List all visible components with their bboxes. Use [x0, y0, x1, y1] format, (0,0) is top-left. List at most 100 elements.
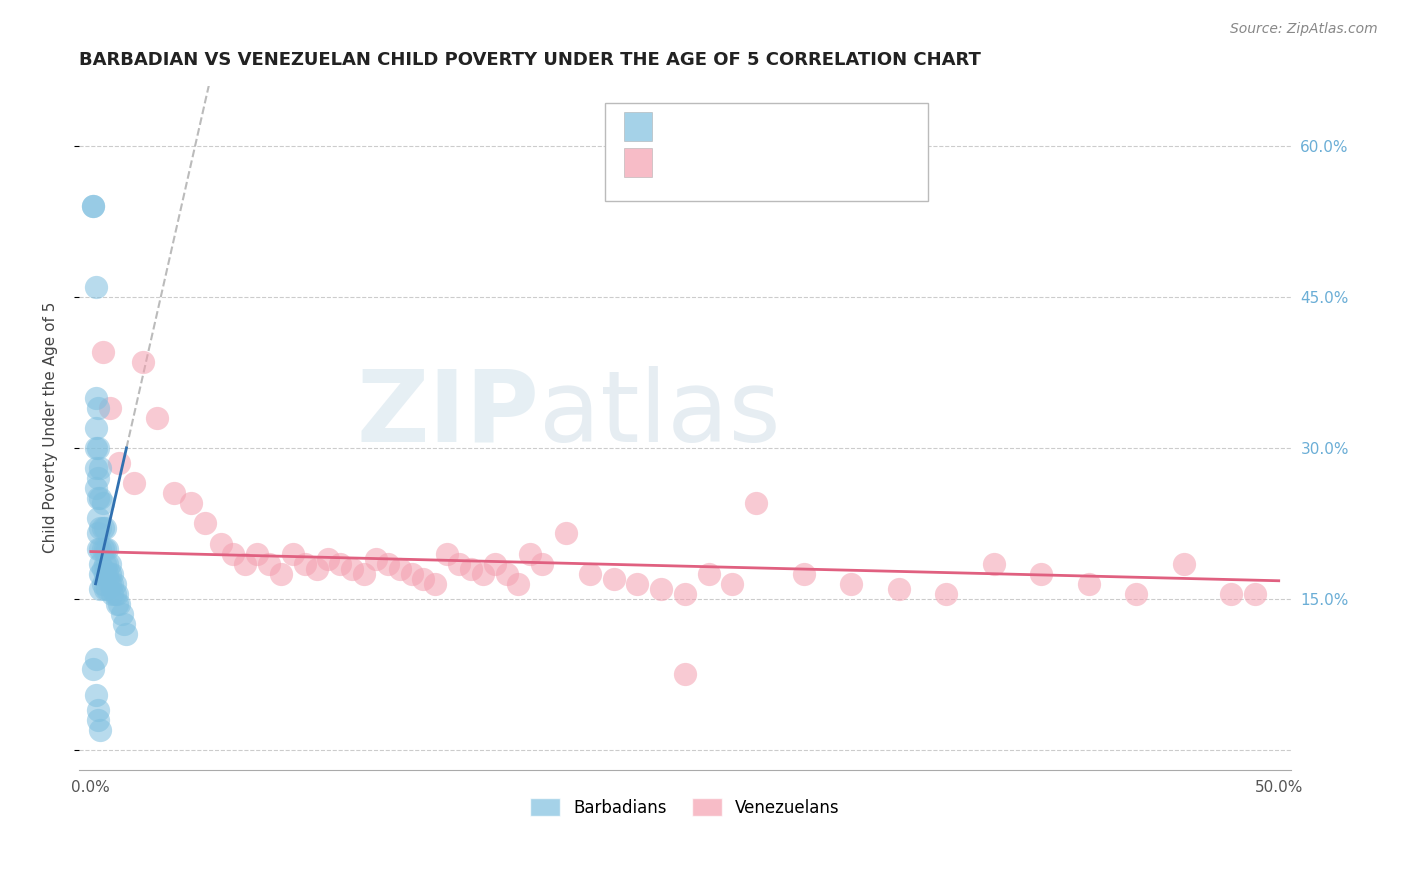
- Point: [87, 526, 110, 541]
- Point: [305, 562, 328, 576]
- Y-axis label: Child Poverty Under the Age of 5: Child Poverty Under the Age of 5: [44, 302, 58, 553]
- Point: [318, 551, 340, 566]
- Point: [87, 471, 110, 485]
- Point: [94, 521, 117, 535]
- Point: [1244, 587, 1267, 601]
- Point: [132, 355, 155, 369]
- Point: [329, 557, 352, 571]
- Point: [94, 557, 117, 571]
- Point: [146, 410, 169, 425]
- Point: [721, 576, 744, 591]
- Point: [233, 557, 256, 571]
- Point: [87, 541, 110, 556]
- Point: [839, 576, 862, 591]
- Point: [222, 547, 245, 561]
- Point: [98, 566, 121, 581]
- Point: [1173, 557, 1195, 571]
- Text: BARBADIAN VS VENEZUELAN CHILD POVERTY UNDER THE AGE OF 5 CORRELATION CHART: BARBADIAN VS VENEZUELAN CHILD POVERTY UN…: [79, 51, 981, 69]
- Point: [578, 566, 600, 581]
- Point: [87, 401, 110, 415]
- Point: [96, 557, 118, 571]
- Point: [91, 576, 114, 591]
- Point: [401, 566, 423, 581]
- Point: [112, 617, 135, 632]
- Point: [91, 541, 114, 556]
- Point: [91, 345, 114, 359]
- Point: [87, 511, 110, 525]
- Point: [745, 496, 768, 510]
- Point: [96, 541, 118, 556]
- Point: [89, 582, 111, 596]
- Point: [84, 461, 107, 475]
- Point: [108, 597, 131, 611]
- Point: [246, 547, 269, 561]
- Point: [935, 587, 957, 601]
- Point: [84, 280, 107, 294]
- Point: [98, 401, 121, 415]
- Legend: Barbadians, Venezuelans: Barbadians, Venezuelans: [523, 792, 846, 823]
- Point: [96, 582, 118, 596]
- Point: [89, 723, 111, 737]
- Point: [104, 576, 127, 591]
- Point: [89, 491, 111, 506]
- Point: [101, 576, 124, 591]
- Point: [84, 391, 107, 405]
- Point: [104, 587, 127, 601]
- Point: [412, 572, 434, 586]
- Point: [340, 562, 363, 576]
- Point: [94, 582, 117, 596]
- Point: [98, 576, 121, 591]
- Point: [281, 547, 304, 561]
- Point: [101, 566, 124, 581]
- Text: Source: ZipAtlas.com: Source: ZipAtlas.com: [1230, 22, 1378, 37]
- Point: [495, 566, 517, 581]
- Point: [87, 441, 110, 455]
- Point: [84, 421, 107, 435]
- Point: [82, 199, 104, 213]
- Point: [105, 587, 128, 601]
- Point: [555, 526, 578, 541]
- Point: [111, 607, 134, 621]
- Text: R = -0.038   N = 58: R = -0.038 N = 58: [659, 149, 849, 167]
- Text: atlas: atlas: [540, 366, 780, 463]
- Point: [105, 597, 128, 611]
- Point: [91, 496, 114, 510]
- Point: [257, 557, 280, 571]
- Point: [91, 562, 114, 576]
- Point: [270, 566, 292, 581]
- Point: [425, 576, 447, 591]
- Point: [84, 688, 107, 702]
- Point: [115, 627, 138, 641]
- Text: R =   0.224   N = 56: R = 0.224 N = 56: [659, 113, 859, 131]
- Point: [84, 441, 107, 455]
- Point: [983, 557, 1005, 571]
- Point: [87, 713, 110, 727]
- Point: [96, 566, 118, 581]
- Point: [101, 587, 124, 601]
- Point: [87, 703, 110, 717]
- Point: [531, 557, 554, 571]
- Point: [163, 486, 186, 500]
- Point: [180, 496, 202, 510]
- Point: [294, 557, 316, 571]
- Point: [887, 582, 910, 596]
- Point: [1125, 587, 1147, 601]
- Point: [94, 541, 117, 556]
- Point: [377, 557, 399, 571]
- Point: [84, 481, 107, 495]
- Point: [519, 547, 541, 561]
- Point: [82, 199, 104, 213]
- Point: [94, 566, 117, 581]
- Point: [449, 557, 471, 571]
- Point: [626, 576, 648, 591]
- Point: [89, 541, 111, 556]
- Point: [484, 557, 506, 571]
- Point: [388, 562, 411, 576]
- Point: [602, 572, 624, 586]
- Point: [673, 667, 696, 681]
- Point: [793, 566, 815, 581]
- Point: [353, 566, 375, 581]
- Point: [194, 516, 217, 531]
- Point: [84, 652, 107, 666]
- Point: [650, 582, 672, 596]
